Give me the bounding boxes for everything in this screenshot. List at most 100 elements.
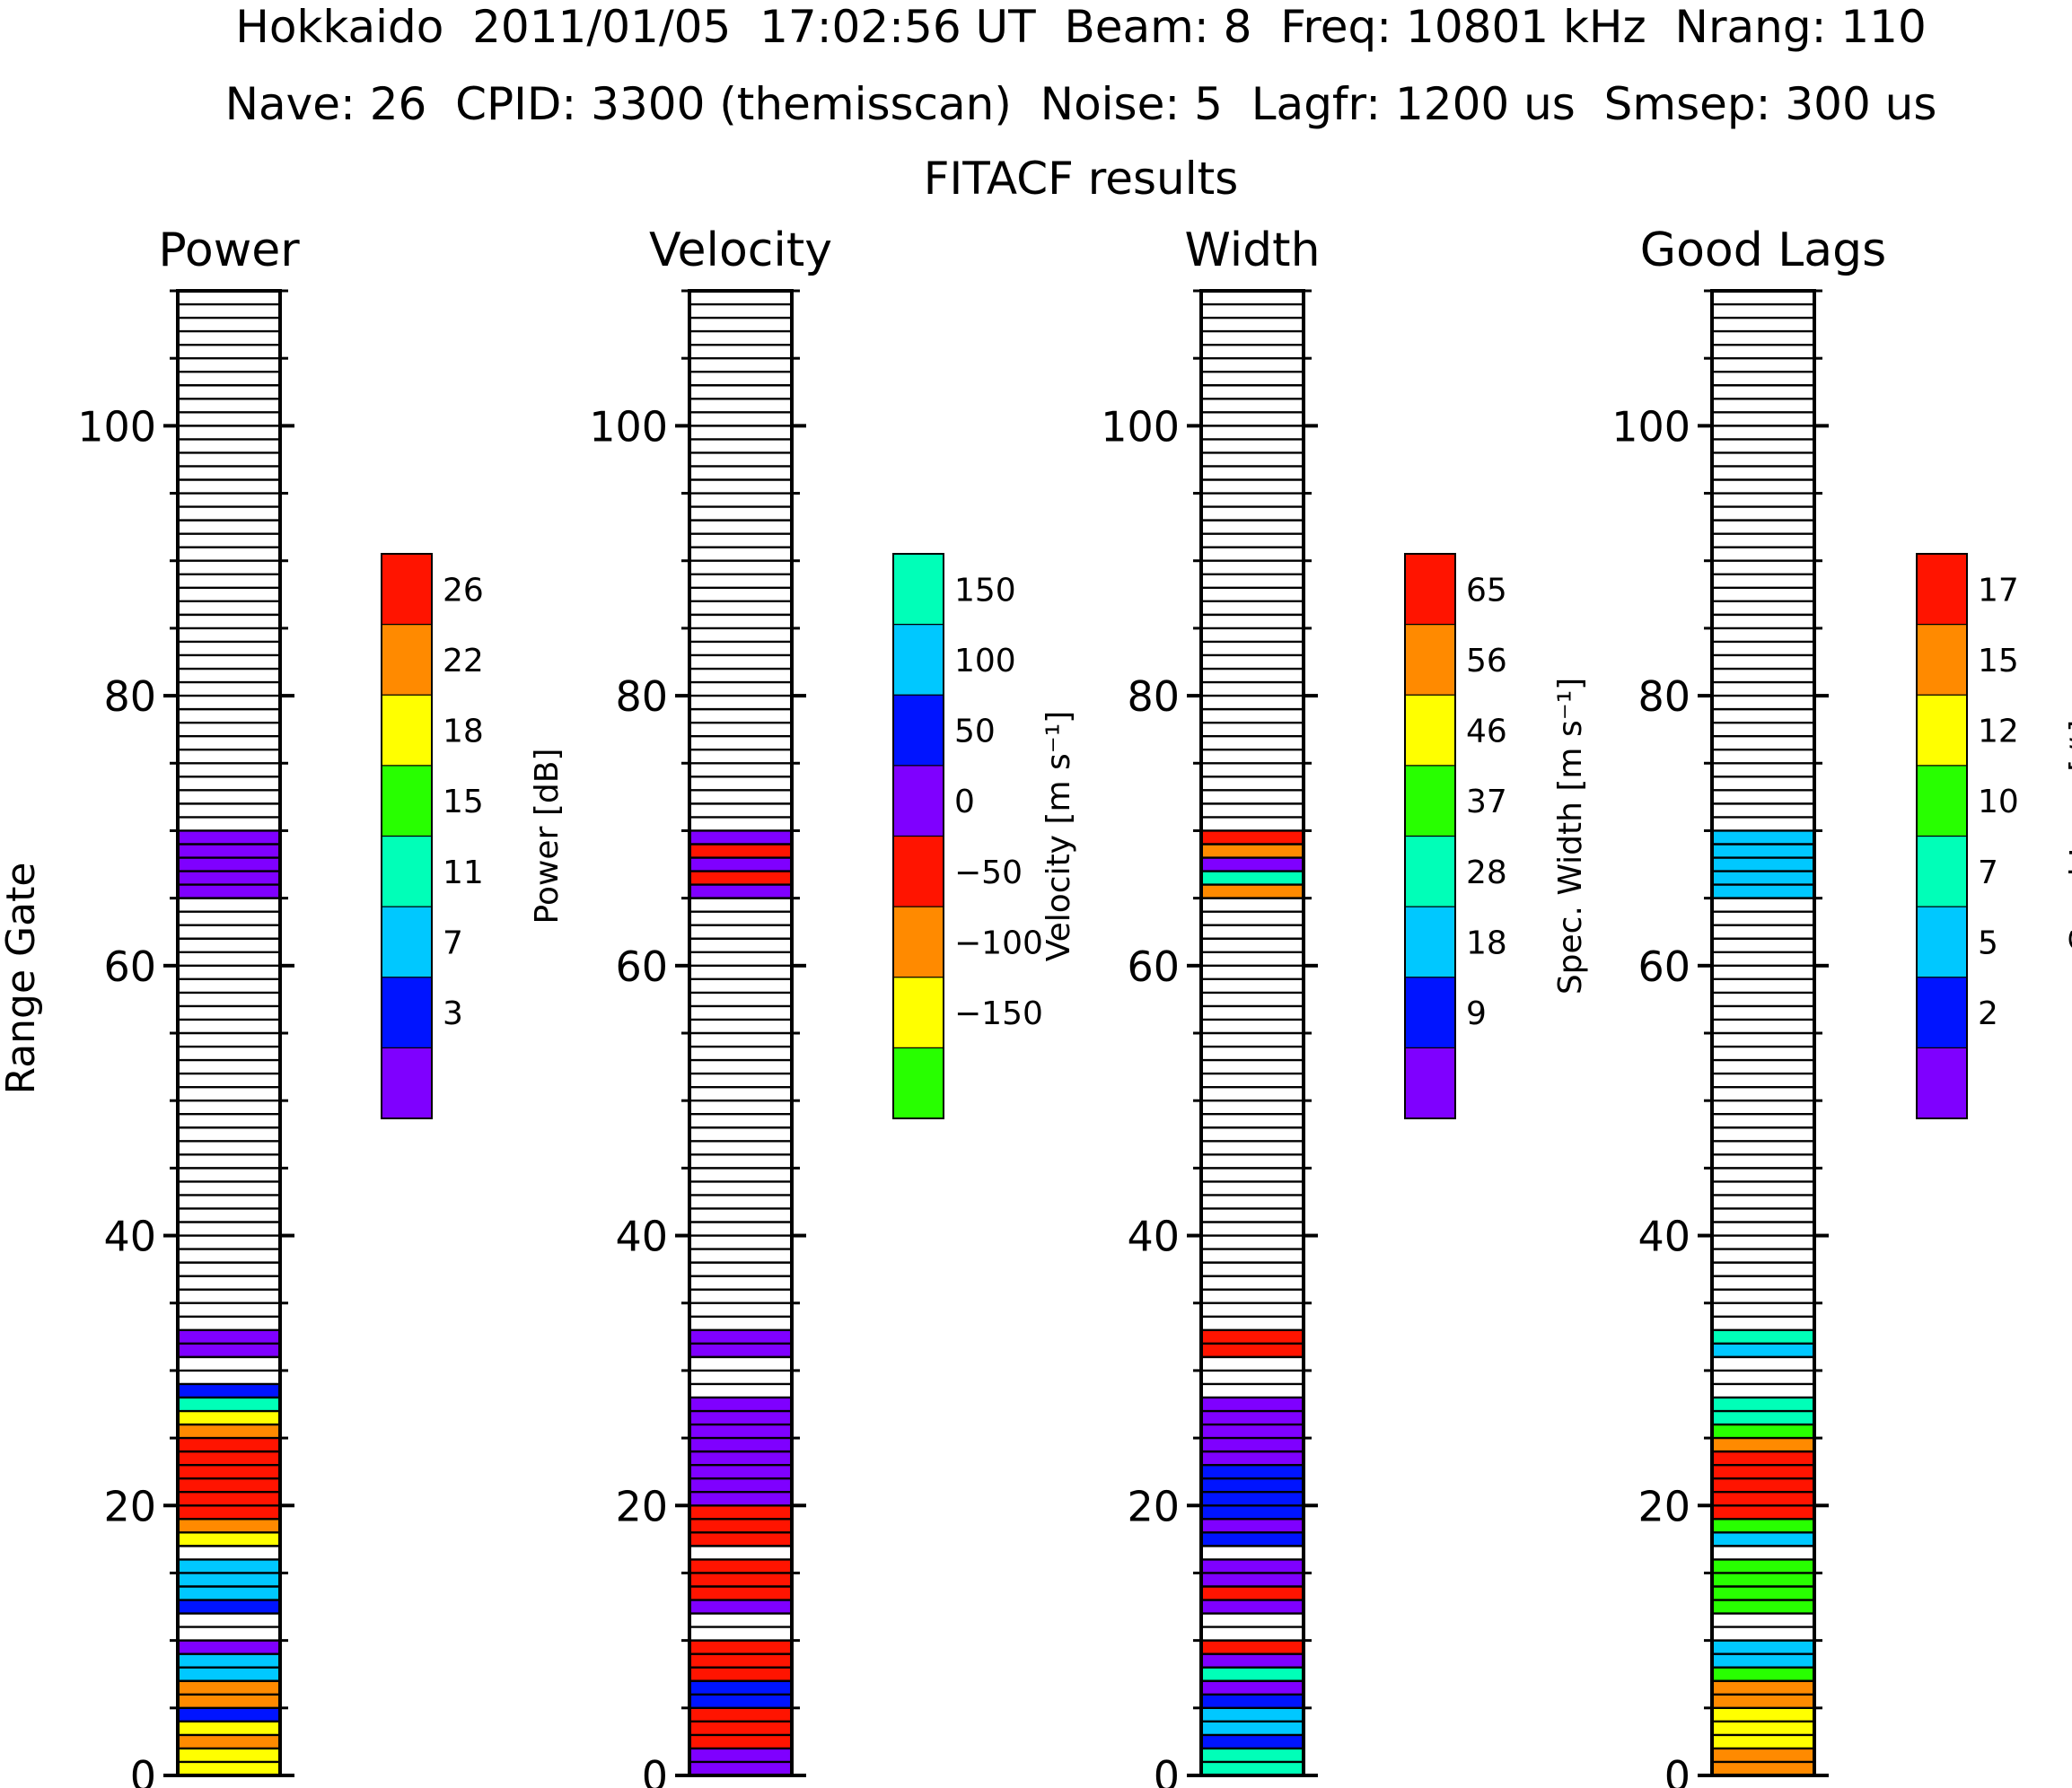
gate-cell-67: [689, 857, 792, 872]
gate-cell-68: [1712, 844, 1814, 858]
gate-cell-25: [1712, 1424, 1814, 1439]
colorbar-tick-label: 2: [1978, 995, 1998, 1032]
colorbar-segment: [1917, 977, 1967, 1048]
gate-cell-2: [1201, 1734, 1304, 1749]
colorbar-tick-label: 7: [443, 925, 463, 961]
gate-cell-23: [178, 1451, 280, 1466]
gate-cell-32: [689, 1329, 792, 1344]
y-tick-label: 0: [130, 1752, 156, 1788]
colorbar-segment: [893, 765, 944, 837]
gate-cell-22: [1201, 1465, 1304, 1479]
gate-cell-24: [689, 1438, 792, 1452]
colorbar-segment: [1405, 1047, 1455, 1118]
colorbar-segment: [1405, 695, 1455, 766]
gate-cell-6: [1712, 1680, 1814, 1695]
colorbar-tick-label: 15: [443, 784, 484, 820]
colorbar-tick-label: 0: [954, 784, 975, 820]
panel-title: Width: [1184, 224, 1320, 277]
colorbar-tick-label: 15: [1978, 643, 2019, 679]
gate-cell-7: [1712, 1667, 1814, 1681]
panel-title: Power: [158, 224, 300, 277]
panel-0: Power 0 20 40 60 80 100 3 7 11 15 18 22 26 Power [dB]: [77, 224, 566, 1788]
gate-cell-12: [178, 1600, 280, 1614]
gate-cell-65: [178, 884, 280, 898]
gate-cell-7: [1201, 1667, 1304, 1681]
colorbar-segment: [1405, 836, 1455, 907]
colorbar-tick-label: 7: [1978, 855, 1998, 891]
y-tick-label: 100: [77, 402, 156, 451]
gate-cell-67: [1712, 857, 1814, 872]
gate-cell-1: [1712, 1748, 1814, 1762]
colorbar-segment: [1405, 907, 1455, 977]
header-line-1: Hokkaido 2011/01/05 17:02:56 UT Beam: 8 …: [235, 1, 1927, 53]
gate-cell-66: [1712, 871, 1814, 885]
gate-cell-21: [1712, 1478, 1814, 1493]
y-tick-label: 0: [642, 1752, 668, 1788]
y-tick-label: 40: [1127, 1213, 1180, 1261]
gate-cell-2: [1712, 1734, 1814, 1749]
gate-cell-15: [178, 1559, 280, 1573]
gate-cell-32: [1201, 1329, 1304, 1344]
gate-cell-68: [689, 844, 792, 858]
gate-cell-26: [178, 1411, 280, 1425]
panel-1: Velocity 0 20 40 60 80 100 −150 −100 −50 0 50 100 150…: [589, 224, 1077, 1788]
gate-cell-20: [178, 1492, 280, 1506]
gate-cell-67: [178, 857, 280, 872]
colorbar-tick-label: −50: [954, 855, 1023, 891]
gate-cell-18: [689, 1519, 792, 1533]
colorbar-segment: [1917, 1047, 1967, 1118]
gate-cell-0: [1201, 1761, 1304, 1775]
gate-cell-31: [689, 1343, 792, 1357]
gate-cell-8: [689, 1653, 792, 1668]
colorbar-tick-label: 18: [443, 714, 484, 750]
colorbar-segment: [893, 624, 944, 696]
gate-cell-19: [689, 1505, 792, 1520]
gate-cell-25: [689, 1424, 792, 1439]
colorbar-segment: [382, 765, 432, 837]
colorbar-segment: [382, 977, 432, 1048]
colorbar-segment: [893, 695, 944, 766]
y-tick-label: 0: [1664, 1752, 1690, 1788]
y-tick-label: 100: [1611, 402, 1690, 451]
gate-cell-9: [1201, 1640, 1304, 1654]
y-tick-label: 40: [103, 1213, 156, 1261]
y-tick-label: 20: [1127, 1482, 1180, 1530]
gate-cell-5: [1201, 1694, 1304, 1708]
gate-cell-32: [1712, 1329, 1814, 1344]
gate-cell-67: [1201, 857, 1304, 872]
gate-cell-17: [689, 1532, 792, 1547]
y-tick-label: 80: [1127, 672, 1180, 721]
gate-cell-0: [1712, 1761, 1814, 1775]
gate-cell-66: [1201, 871, 1304, 885]
gate-cell-20: [1201, 1492, 1304, 1506]
colorbar-segment: [382, 695, 432, 766]
y-tick-label: 40: [1637, 1213, 1690, 1261]
y-tick-label: 0: [1154, 1752, 1180, 1788]
gate-cell-5: [1712, 1694, 1814, 1708]
gate-cell-18: [1201, 1519, 1304, 1533]
gate-cell-14: [1201, 1573, 1304, 1587]
colorbar-segment: [382, 1047, 432, 1118]
colorbar-tick-label: 17: [1978, 572, 2019, 609]
gate-cell-21: [689, 1478, 792, 1493]
gate-cell-25: [1201, 1424, 1304, 1439]
gate-cell-3: [1712, 1721, 1814, 1735]
gate-cell-1: [1201, 1748, 1304, 1762]
colorbar-segment: [1405, 765, 1455, 837]
y-tick-label: 60: [1127, 942, 1180, 991]
colorbar-frame: [1916, 553, 1968, 1119]
gate-cell-18: [1712, 1519, 1814, 1533]
colorbar-segment: [382, 554, 432, 625]
header-line-3: FITACF results: [924, 153, 1239, 205]
colorbar-segment: [1917, 836, 1967, 907]
colorbar-segment: [1405, 554, 1455, 625]
panel-3: Good Lags 0 20 40 60 80 100 2 5 7 10 12 15 17 Good Lag…: [1611, 224, 2072, 1788]
gate-cell-25: [178, 1424, 280, 1439]
y-axis-label: Range Gate: [0, 863, 44, 1095]
gate-cell-66: [689, 871, 792, 885]
gate-cell-8: [1201, 1653, 1304, 1668]
gate-cell-13: [1712, 1586, 1814, 1600]
gate-cell-13: [689, 1586, 792, 1600]
gate-cell-65: [689, 884, 792, 898]
